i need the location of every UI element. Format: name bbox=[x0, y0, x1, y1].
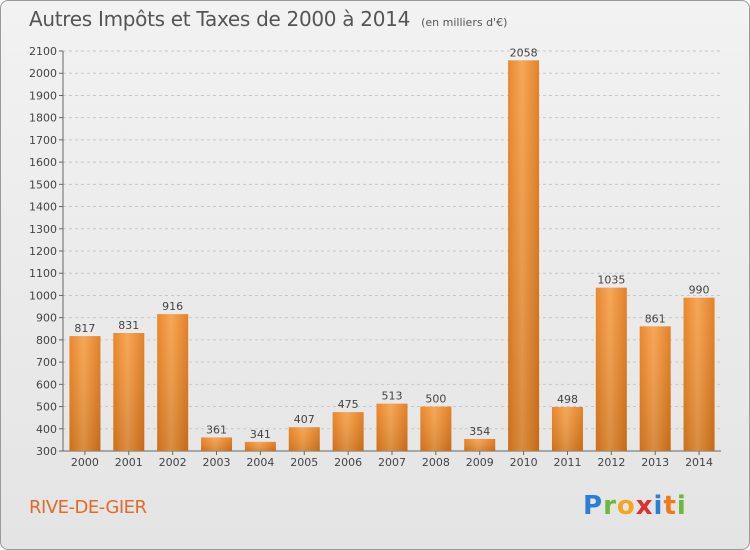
bar-shade-2014 bbox=[683, 297, 715, 451]
x-tick-label: 2007 bbox=[378, 456, 406, 469]
x-tick-label: 2012 bbox=[597, 456, 625, 469]
y-tick-label: 1100 bbox=[29, 267, 57, 280]
y-tick-label: 1600 bbox=[29, 156, 57, 169]
value-label: 990 bbox=[689, 284, 710, 297]
y-tick-label: 400 bbox=[36, 423, 57, 436]
y-tick-label: 300 bbox=[36, 445, 57, 458]
bar-shade-2009 bbox=[464, 439, 496, 451]
value-label: 475 bbox=[338, 398, 359, 411]
title-unit: (en milliers d'€) bbox=[421, 16, 508, 29]
value-label: 513 bbox=[382, 390, 403, 403]
y-tick-label: 500 bbox=[36, 401, 57, 414]
y-tick-label: 900 bbox=[36, 312, 57, 325]
bar-shade-2006 bbox=[332, 412, 364, 451]
bar-shade-2012 bbox=[595, 287, 627, 451]
x-tick-label: 2001 bbox=[115, 456, 143, 469]
y-tick-label: 2100 bbox=[29, 45, 57, 58]
value-label: 341 bbox=[250, 428, 271, 441]
y-tick-label: 1900 bbox=[29, 89, 57, 102]
x-tick-label: 2010 bbox=[510, 456, 538, 469]
chart-title: Autres Impôts et Taxes de 2000 à 2014 (e… bbox=[29, 7, 507, 31]
bar-shade-2003 bbox=[201, 437, 233, 451]
x-tick-label: 2006 bbox=[334, 456, 362, 469]
value-label: 1035 bbox=[597, 274, 625, 287]
value-label: 2058 bbox=[510, 46, 538, 59]
y-tick-label: 1000 bbox=[29, 289, 57, 302]
bar-shade-2002 bbox=[157, 314, 189, 451]
value-label: 861 bbox=[645, 312, 666, 325]
bar-shade-2001 bbox=[113, 333, 145, 451]
x-tick-label: 2013 bbox=[641, 456, 669, 469]
y-tick-label: 1800 bbox=[29, 112, 57, 125]
x-tick-label: 2008 bbox=[422, 456, 450, 469]
proxiti-logo: Proxiti bbox=[583, 491, 687, 521]
value-label: 407 bbox=[294, 413, 315, 426]
x-tick-label: 2005 bbox=[290, 456, 318, 469]
value-label: 817 bbox=[74, 322, 95, 335]
y-tick-label: 1300 bbox=[29, 223, 57, 236]
title-main: Autres Impôts et Taxes de 2000 à 2014 bbox=[29, 7, 410, 31]
x-tick-label: 2002 bbox=[159, 456, 187, 469]
x-tick-label: 2003 bbox=[203, 456, 231, 469]
y-tick-label: 1200 bbox=[29, 245, 57, 258]
value-label: 498 bbox=[557, 393, 578, 406]
y-tick-label: 2000 bbox=[29, 67, 57, 80]
value-label: 354 bbox=[469, 425, 490, 438]
value-label: 361 bbox=[206, 423, 227, 436]
bar-shade-2007 bbox=[376, 403, 408, 451]
bar-shade-2011 bbox=[551, 407, 583, 451]
value-label: 831 bbox=[118, 319, 139, 332]
x-tick-label: 2009 bbox=[466, 456, 494, 469]
value-label: 500 bbox=[425, 393, 446, 406]
place-name: RIVE-DE-GIER bbox=[29, 497, 147, 518]
y-tick-label: 600 bbox=[36, 378, 57, 391]
bar-shade-2013 bbox=[639, 326, 671, 451]
y-tick-label: 1500 bbox=[29, 178, 57, 191]
y-tick-label: 1400 bbox=[29, 201, 57, 214]
x-tick-label: 2000 bbox=[71, 456, 99, 469]
bar-shade-2000 bbox=[69, 336, 101, 451]
bar-shade-2004 bbox=[244, 441, 276, 451]
x-tick-label: 2011 bbox=[553, 456, 581, 469]
bar-shade-2010 bbox=[508, 60, 540, 451]
bar-shade-2005 bbox=[288, 427, 320, 451]
x-tick-label: 2014 bbox=[685, 456, 713, 469]
value-label: 916 bbox=[162, 300, 183, 313]
bar-shade-2008 bbox=[420, 406, 452, 451]
y-tick-label: 700 bbox=[36, 356, 57, 369]
x-tick-label: 2004 bbox=[246, 456, 274, 469]
y-tick-label: 1700 bbox=[29, 134, 57, 147]
y-tick-label: 800 bbox=[36, 334, 57, 347]
